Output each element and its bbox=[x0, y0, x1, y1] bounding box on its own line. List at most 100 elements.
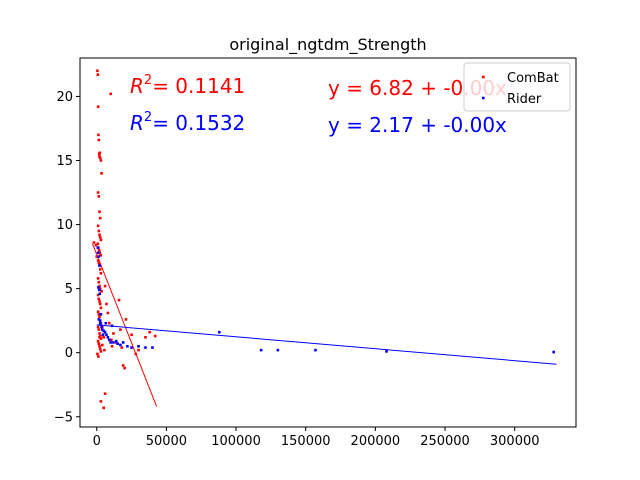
y-tick-label: 15 bbox=[56, 154, 73, 169]
point-rider bbox=[106, 336, 110, 339]
point-combat bbox=[94, 243, 98, 247]
point-rider bbox=[385, 350, 388, 353]
point-combat bbox=[107, 321, 111, 325]
y-tick-label: 20 bbox=[56, 90, 73, 105]
point-combat bbox=[144, 336, 147, 339]
point-combat bbox=[103, 348, 106, 352]
point-rider bbox=[144, 346, 147, 349]
x-tick-label: 0 bbox=[93, 434, 101, 449]
point-combat bbox=[97, 138, 101, 142]
point-rider bbox=[126, 344, 129, 348]
y-tick-label: 5 bbox=[65, 282, 73, 297]
point-rider bbox=[137, 344, 140, 348]
point-rider bbox=[112, 341, 115, 344]
point-combat bbox=[96, 310, 100, 313]
point-combat bbox=[92, 241, 96, 244]
point-combat bbox=[105, 302, 108, 306]
point-combat bbox=[112, 332, 115, 335]
point-combat bbox=[130, 333, 133, 337]
point-rider bbox=[100, 328, 104, 331]
point-rider bbox=[97, 255, 101, 258]
point-combat bbox=[98, 210, 101, 214]
x-tick-label: 200000 bbox=[351, 434, 401, 449]
equation-r2-rider: y = 2.17 + -0.00x bbox=[328, 113, 507, 137]
point-combat bbox=[96, 73, 100, 76]
legend-marker-rider bbox=[482, 96, 485, 100]
point-combat bbox=[98, 156, 102, 160]
fit-lines bbox=[92, 243, 557, 407]
point-combat bbox=[100, 289, 103, 293]
legend-marker-combat bbox=[482, 75, 485, 79]
point-combat bbox=[98, 268, 102, 271]
point-combat bbox=[100, 343, 104, 347]
point-rider bbox=[119, 343, 122, 347]
point-combat bbox=[103, 392, 107, 395]
point-rider bbox=[116, 342, 119, 346]
point-combat bbox=[117, 298, 121, 302]
point-combat bbox=[106, 311, 110, 315]
point-combat bbox=[99, 271, 103, 275]
point-rider bbox=[98, 319, 102, 322]
x-tick-label: 300000 bbox=[490, 434, 540, 449]
point-combat bbox=[96, 293, 100, 297]
point-combat bbox=[98, 347, 102, 351]
fit-line-combat bbox=[92, 243, 158, 407]
point-combat bbox=[96, 277, 100, 280]
point-combat bbox=[97, 195, 101, 198]
point-combat bbox=[110, 338, 113, 342]
point-rider bbox=[107, 338, 111, 342]
point-combat bbox=[98, 251, 102, 255]
point-combat bbox=[96, 352, 99, 356]
legend-label-combat: ComBat bbox=[507, 71, 559, 86]
point-combat bbox=[96, 191, 100, 194]
point-rider bbox=[101, 333, 105, 337]
point-combat bbox=[100, 172, 103, 175]
point-combat bbox=[123, 366, 126, 370]
fit-line-rider bbox=[96, 324, 557, 365]
point-rider bbox=[109, 341, 112, 344]
point-rider bbox=[102, 329, 105, 333]
point-combat bbox=[99, 159, 103, 162]
point-rider bbox=[98, 321, 102, 325]
point-combat bbox=[134, 352, 138, 356]
point-combat bbox=[153, 334, 157, 338]
point-combat bbox=[99, 337, 103, 340]
point-combat bbox=[97, 355, 100, 358]
point-combat bbox=[98, 151, 102, 155]
point-combat bbox=[137, 348, 140, 352]
point-combat bbox=[97, 342, 101, 346]
point-combat bbox=[119, 328, 122, 331]
point-combat bbox=[98, 300, 101, 303]
point-combat bbox=[96, 242, 100, 246]
point-combat bbox=[121, 364, 125, 367]
point-combat bbox=[96, 69, 99, 73]
point-rider bbox=[130, 346, 133, 349]
point-combat bbox=[102, 406, 105, 410]
point-combat bbox=[98, 336, 101, 339]
axes-frame bbox=[79, 57, 577, 428]
x-tick-label: 250000 bbox=[420, 434, 470, 449]
point-rider bbox=[121, 341, 125, 344]
point-rider bbox=[151, 346, 154, 349]
point-combat bbox=[96, 224, 100, 228]
point-combat bbox=[97, 133, 100, 137]
point-combat bbox=[97, 280, 101, 284]
point-combat bbox=[97, 261, 101, 265]
point-combat bbox=[102, 336, 105, 339]
point-rider bbox=[104, 321, 108, 325]
point-combat bbox=[109, 92, 112, 96]
point-combat bbox=[99, 254, 102, 257]
point-combat bbox=[97, 229, 101, 233]
point-rider bbox=[96, 246, 100, 249]
point-combat bbox=[97, 248, 101, 252]
point-combat bbox=[99, 400, 103, 403]
point-combat bbox=[97, 312, 101, 316]
y-tick-label: 0 bbox=[65, 346, 73, 361]
point-combat bbox=[98, 315, 101, 319]
point-rider bbox=[552, 350, 556, 354]
point-rider bbox=[99, 312, 103, 316]
point-combat bbox=[98, 302, 102, 306]
point-combat bbox=[110, 344, 114, 348]
point-combat bbox=[95, 255, 99, 258]
